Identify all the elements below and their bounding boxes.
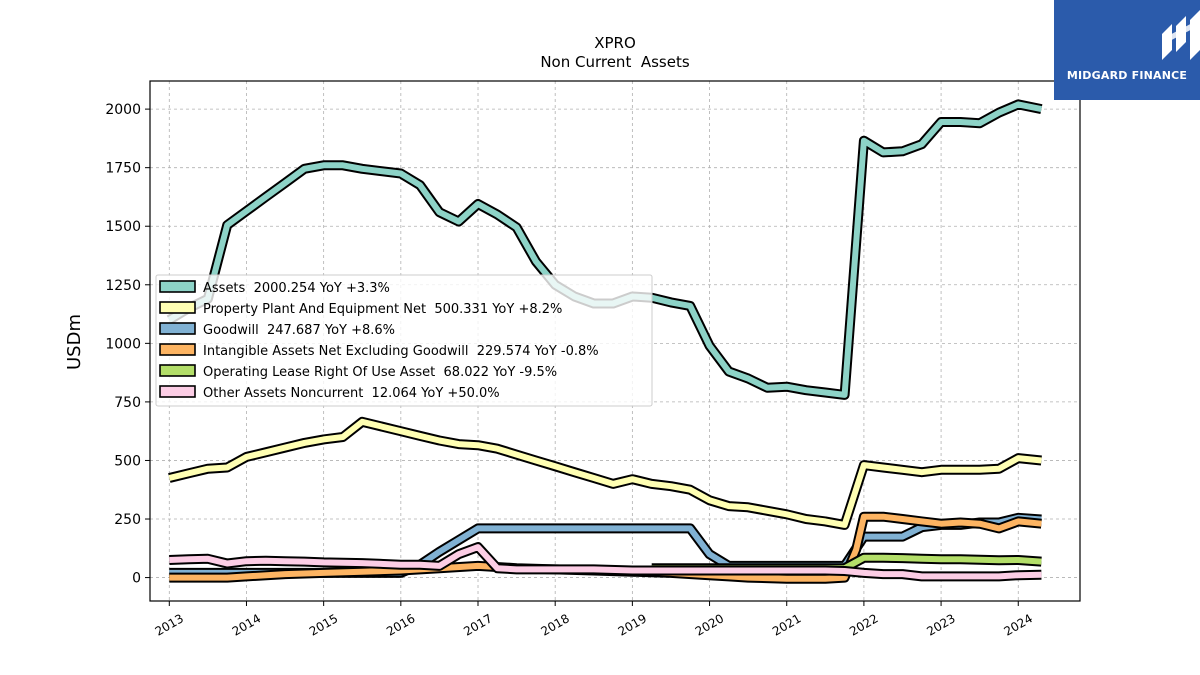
x-tick-label: 2016 [384,611,417,638]
series-5 [169,542,1042,582]
legend-label: Assets 2000.254 YoY +3.3% [203,281,390,296]
series-layer [166,99,1043,584]
series-3 [169,511,1042,584]
y-tick-label: 0 [132,571,141,587]
brand-logo: MIDGARD FINANCE [1054,0,1200,100]
series-1 [168,416,1042,530]
x-tick-label: 2024 [1002,611,1035,638]
legend-swatch [159,385,196,398]
plot-frame [149,80,1081,602]
x-axis: 2013 2014 2015 2016 2017 2018 2019 2020 2021 2022… [153,601,1035,639]
y-tick-label: 250 [114,512,141,528]
legend-swatch [159,364,196,377]
y-tick-label: 1500 [105,219,141,235]
logo-text: MIDGARD FINANCE [1066,69,1188,82]
x-tick-label: 2017 [461,611,494,638]
logo-mark-icon [1162,10,1200,60]
y-tick-label: 1250 [105,278,141,294]
y-tick-label: 500 [114,453,141,469]
x-tick-label: 2020 [693,611,726,638]
x-tick-label: 2021 [770,611,803,638]
series-line [169,513,1042,582]
legend-swatch [159,343,196,356]
series-line [169,544,1042,580]
y-tick-label: 1000 [105,336,141,352]
x-tick-label: 2013 [153,611,186,638]
chart-subtitle: Non Current Assets [540,53,690,71]
y-tick-label: 1750 [105,161,141,177]
legend-swatch [159,322,196,335]
legend-box [155,274,653,407]
x-tick-label: 2022 [847,611,880,638]
y-tick-label: 750 [114,395,141,411]
legend-label: Operating Lease Right Of Use Asset 68.02… [203,365,557,380]
x-tick-label: 2018 [538,611,571,638]
y-axis: 0 250 500 750 1000 1250 1500 1750 2000 [105,102,150,587]
legend: Assets 2000.254 YoY +3.3% Property Plant … [155,274,653,407]
legend-label: Property Plant And Equipment Net 500.331… [203,302,562,317]
legend-label: Goodwill 247.687 YoY +8.6% [203,323,395,338]
legend-swatch [159,280,196,293]
chart-title: XPRO [594,34,636,52]
y-tick-label: 2000 [105,102,141,118]
y-axis-label: USDm [64,314,85,370]
x-tick-label: 2019 [616,611,649,638]
x-tick-label: 2015 [307,611,340,638]
x-tick-label: 2014 [230,611,263,638]
series-line [168,418,1042,528]
legend-swatch [159,301,196,314]
x-tick-label: 2023 [924,611,957,638]
legend-label: Other Assets Noncurrent 12.064 YoY +50.0… [203,386,500,401]
legend-label: Intangible Assets Net Excluding Goodwill… [203,344,599,359]
